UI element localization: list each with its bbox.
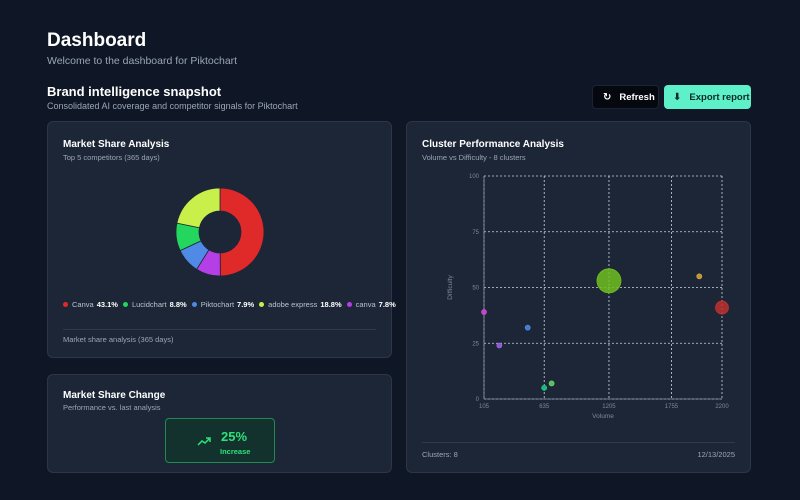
y-tick-label: 75	[472, 230, 479, 236]
cluster-point[interactable]	[541, 384, 548, 391]
section-subtitle: Consolidated AI coverage and competitor …	[47, 101, 298, 111]
legend-swatch	[191, 302, 197, 307]
divider	[422, 442, 735, 443]
page-title: Dashboard	[47, 30, 147, 51]
legend-swatch	[346, 302, 352, 307]
market-share-footer: Market share analysis (365 days)	[63, 335, 174, 344]
legend-swatch	[63, 302, 68, 307]
download-icon: ⬇	[673, 91, 682, 103]
legend-swatch	[122, 302, 128, 307]
market-share-subtitle: Top 5 competitors (365 days)	[63, 153, 160, 162]
legend-item: Lucidchart 8.8%	[122, 300, 187, 309]
refresh-button-label: Refresh	[619, 91, 655, 103]
x-tick-label: 1205	[602, 404, 616, 410]
y-axis-label: Difficulty	[447, 275, 454, 300]
x-axis-label: Volume	[592, 413, 614, 420]
cluster-date: 12/13/2025	[697, 450, 735, 459]
cluster-point[interactable]	[496, 342, 503, 349]
cluster-point[interactable]	[481, 309, 487, 315]
trending-up-icon	[197, 437, 211, 446]
section-title: Brand intelligence snapshot	[47, 84, 222, 99]
market-change-stat: 25% Increase	[165, 418, 275, 463]
legend-value: 8.8%	[169, 300, 187, 309]
refresh-button[interactable]: ↻ Refresh	[592, 85, 659, 109]
legend-label: adobe express	[268, 300, 318, 309]
legend-item: Piktochart 7.9%	[191, 300, 255, 309]
x-tick-label: 635	[539, 404, 550, 410]
page-subtitle: Welcome to the dashboard for Piktochart	[47, 55, 238, 67]
market-share-card: Market Share Analysis Top 5 competitors …	[47, 121, 396, 358]
legend-item: canva 7.8%	[346, 300, 396, 309]
legend-label: Canva	[72, 300, 94, 309]
cluster-point[interactable]	[715, 300, 729, 315]
market-share-title: Market Share Analysis	[63, 139, 170, 150]
cluster-point[interactable]	[596, 268, 622, 294]
cluster-point[interactable]	[696, 273, 703, 280]
y-tick-label: 50	[472, 286, 479, 292]
legend-label: canva	[355, 300, 376, 309]
market-change-value: 25%	[221, 429, 248, 444]
y-tick-label: 25	[472, 341, 479, 347]
legend-item: Canva 43.1%	[63, 300, 118, 309]
refresh-icon: ↻	[603, 91, 612, 103]
legend-swatch	[259, 302, 265, 307]
cluster-point[interactable]	[524, 324, 531, 331]
legend-value: 7.8%	[378, 300, 396, 309]
divider	[63, 329, 376, 330]
cluster-subtitle: Volume vs Difficulty - 8 clusters	[422, 153, 526, 162]
x-tick-label: 105	[479, 404, 490, 410]
legend-value: 7.9%	[237, 300, 255, 309]
cluster-title: Cluster Performance Analysis	[422, 139, 564, 150]
cluster-scatter-chart: 105 635 1205 1755 2200 0 25 50 75 100 Volume Diffic…	[447, 174, 729, 420]
cluster-count: Clusters: 8	[422, 450, 458, 459]
cluster-point[interactable]	[548, 380, 555, 387]
x-tick-label: 1755	[665, 404, 679, 410]
legend-label: Lucidchart	[131, 300, 167, 309]
cluster-performance-card: Cluster Performance Analysis Volume vs D…	[406, 121, 751, 473]
x-tick-label: 2200	[715, 404, 729, 410]
legend-label: Piktochart	[200, 300, 235, 309]
export-button-label: Export report	[689, 91, 750, 103]
donut-slice-canva[interactable]	[219, 187, 265, 277]
market-change-title: Market Share Change	[63, 390, 166, 401]
market-share-donut-chart	[175, 187, 265, 277]
market-change-card: Market Share Change Performance vs. last…	[47, 374, 392, 473]
market-share-legend: Canva 43.1% Lucidchart 8.8% Piktochart 7.9% ad…	[63, 300, 401, 309]
y-tick-label: 100	[469, 174, 480, 180]
market-change-subtitle: Performance vs. last analysis	[63, 403, 161, 412]
export-report-button[interactable]: ⬇ Export report	[664, 85, 751, 109]
legend-item: adobe express 18.8%	[259, 300, 342, 309]
donut-slice-adobe-express[interactable]	[176, 187, 221, 229]
legend-value: 18.8%	[320, 300, 342, 309]
y-tick-label: 0	[476, 397, 480, 403]
market-change-label: Increase	[220, 447, 251, 456]
legend-value: 43.1%	[96, 300, 118, 309]
